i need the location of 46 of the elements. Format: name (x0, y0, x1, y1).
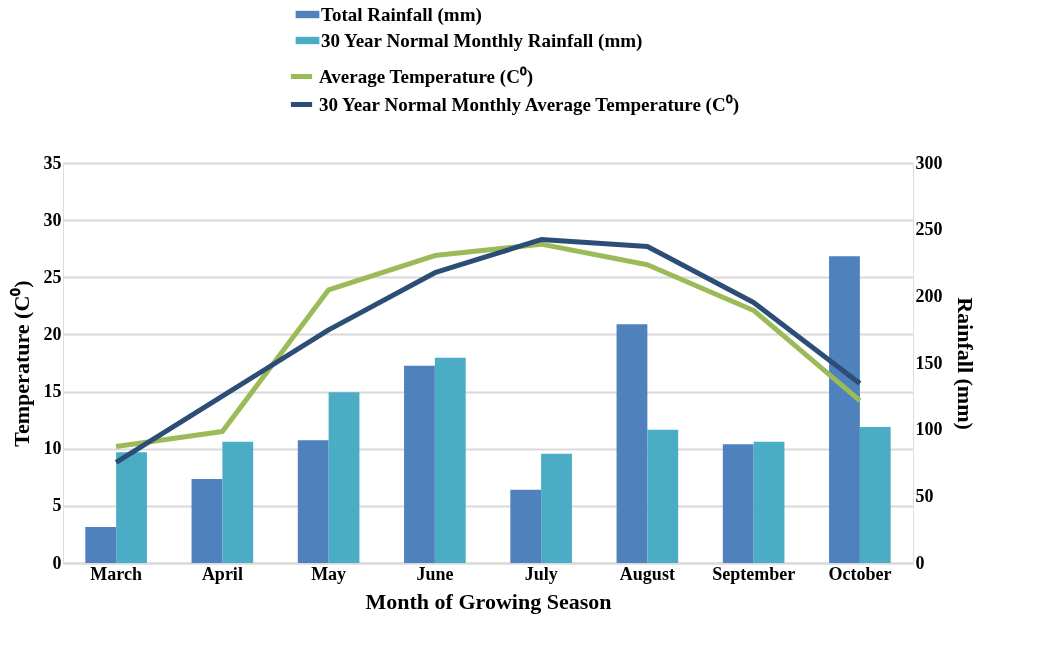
x-tick-label: October (828, 563, 892, 584)
bar (541, 453, 572, 563)
y-tick-label: 30 (43, 209, 62, 230)
y2-tick-label: 50 (915, 485, 934, 506)
y2-tick-label: 100 (915, 419, 943, 440)
y-tick-label: 20 (43, 323, 62, 344)
x-axis-title: Month of Growing Season (365, 588, 612, 614)
bar (328, 392, 360, 563)
legend-label: 30 Year Normal Monthly Average Temperature (C⁰) (319, 93, 739, 116)
legend-label: Total Rainfall (mm) (321, 3, 482, 26)
bar (829, 256, 860, 563)
x-tick-label: July (524, 563, 558, 584)
bar (616, 324, 648, 563)
bar (85, 527, 117, 563)
y-axis-title: Temperature (C⁰) (8, 280, 34, 447)
y-tick-label: 0 (52, 552, 62, 573)
bar (647, 429, 679, 563)
y-tick-label: 10 (43, 438, 62, 459)
bar (510, 489, 542, 563)
bar (297, 440, 329, 563)
bar (859, 427, 891, 563)
bar (753, 441, 785, 563)
x-tick-label: May (311, 563, 347, 584)
bar (116, 452, 147, 563)
bar (191, 479, 223, 563)
y-tick-label: 15 (43, 381, 62, 402)
bar (222, 441, 254, 563)
legend-label: Average Temperature (C⁰) (319, 65, 534, 88)
x-tick-label: April (201, 563, 243, 584)
y2-tick-label: 300 (915, 152, 943, 173)
y-tick-label: 35 (43, 152, 62, 173)
y-tick-label: 25 (43, 266, 62, 287)
x-tick-label: August (619, 563, 675, 584)
bar (434, 357, 466, 563)
legend-label: 30 Year Normal Monthly Rainfall (mm) (321, 29, 643, 52)
y2-tick-label: 150 (915, 352, 943, 373)
y-tick-label: 5 (52, 495, 62, 516)
bar (722, 444, 754, 563)
x-tick-label: September (712, 563, 796, 584)
y2-tick-label: 200 (915, 285, 943, 306)
y2-tick-label: 250 (915, 219, 943, 240)
x-tick-label: March (90, 563, 142, 584)
y2-axis-title: Rainfall (mm) (952, 297, 978, 430)
y2-tick-label: 0 (915, 552, 925, 573)
x-tick-label: June (416, 563, 454, 584)
bar (404, 365, 435, 563)
